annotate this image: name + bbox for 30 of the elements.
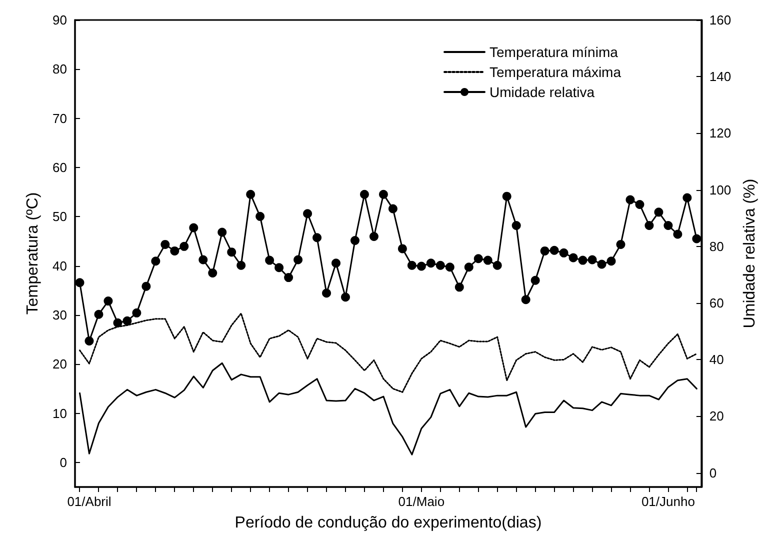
y2-tick-label: 40 <box>709 352 724 368</box>
line-series <box>78 312 698 393</box>
y-tick-label: 70 <box>52 110 67 126</box>
y2-tick-label: 0 <box>709 465 717 480</box>
legend-label: Umidade relativa <box>490 84 595 100</box>
y2-tick-label: 160 <box>709 12 732 28</box>
y-tick-label: 10 <box>52 406 67 421</box>
y2-tick-label: 120 <box>709 126 732 141</box>
y-tick-label: 90 <box>52 12 67 28</box>
y2-tick-label: 20 <box>709 408 724 424</box>
y-axis-title: Temperatura (ºC) <box>24 192 42 315</box>
y-tick-label: 0 <box>60 454 67 470</box>
y-tick-label: 80 <box>52 62 67 77</box>
line-series <box>78 362 698 456</box>
x-axis-title: Período de condução do experimento(dias) <box>234 514 542 532</box>
y-tick-label: 30 <box>52 307 67 322</box>
y2-tick-label: 60 <box>709 296 724 311</box>
legend-label: Temperatura mínima <box>490 44 618 60</box>
y2-tick-label: 100 <box>709 182 732 198</box>
y-tick-label: 50 <box>52 209 67 224</box>
y2-tick-label: 140 <box>709 69 732 84</box>
y2-tick-label: 80 <box>709 238 724 254</box>
y-tick-label: 40 <box>52 258 67 274</box>
x-tick-label: 01/Maio <box>398 494 445 509</box>
x-tick-label: 01/Junho <box>641 494 695 509</box>
y-tick-label: 20 <box>52 356 67 372</box>
y-tick-label: 60 <box>52 160 67 175</box>
x-tick-label: 01/Abril <box>67 494 112 509</box>
legend-label: Temperatura máxima <box>490 64 622 80</box>
y2-axis-title: Umidade relativa (%) <box>742 178 758 328</box>
